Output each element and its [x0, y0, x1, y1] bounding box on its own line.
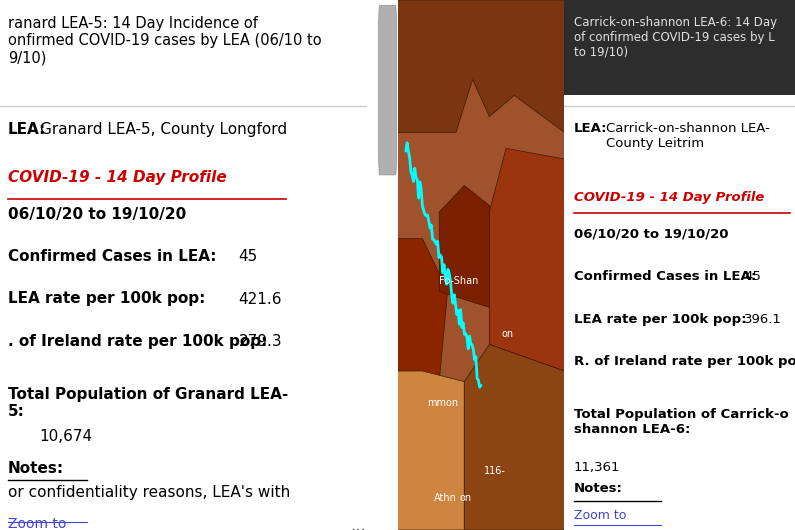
Text: 396.1: 396.1 [744, 313, 782, 326]
Text: Zoom to: Zoom to [8, 517, 66, 530]
Text: 279.3: 279.3 [238, 334, 282, 349]
Polygon shape [398, 0, 564, 132]
Text: 06/10/20 to 19/10/20: 06/10/20 to 19/10/20 [574, 228, 728, 241]
Polygon shape [464, 344, 564, 530]
Text: 06/10/20 to 19/10/20: 06/10/20 to 19/10/20 [8, 207, 186, 222]
FancyBboxPatch shape [378, 5, 397, 175]
Text: on: on [460, 493, 471, 503]
Text: Confirmed Cases in LEA:: Confirmed Cases in LEA: [8, 249, 216, 264]
Text: R. of Ireland rate per 100k po: R. of Ireland rate per 100k po [574, 355, 795, 368]
Text: 45: 45 [744, 270, 761, 284]
Text: or confidentiality reasons, LEA's with: or confidentiality reasons, LEA's with [8, 485, 290, 500]
Text: Confirmed Cases in LEA:: Confirmed Cases in LEA: [574, 270, 756, 284]
Text: 116-: 116- [484, 466, 506, 476]
Text: LEA:: LEA: [8, 122, 46, 137]
Text: ...: ... [350, 517, 366, 530]
Text: COVID-19 - 14 Day Profile: COVID-19 - 14 Day Profile [8, 170, 227, 184]
Text: on: on [501, 329, 513, 339]
Text: LEA:: LEA: [574, 122, 607, 135]
Text: Notes:: Notes: [574, 482, 622, 496]
Text: Fo-Shan: Fo-Shan [439, 276, 479, 286]
Text: LEA rate per 100k pop:: LEA rate per 100k pop: [8, 292, 205, 306]
FancyBboxPatch shape [564, 0, 795, 95]
Text: Total Population of Carrick-o
shannon LEA-6:: Total Population of Carrick-o shannon LE… [574, 408, 789, 436]
Text: 11,361: 11,361 [574, 461, 620, 474]
Text: COVID-19 - 14 Day Profile: COVID-19 - 14 Day Profile [574, 191, 764, 204]
Polygon shape [439, 186, 498, 307]
Polygon shape [489, 148, 564, 371]
Text: mmon: mmon [428, 398, 459, 408]
Polygon shape [398, 238, 448, 382]
Text: Zoom to: Zoom to [574, 509, 626, 522]
Text: Granard LEA-5, County Longford: Granard LEA-5, County Longford [40, 122, 287, 137]
Text: Total Population of Granard LEA-
5:: Total Population of Granard LEA- 5: [8, 387, 289, 419]
Text: Notes:: Notes: [8, 461, 64, 476]
Text: ranard LEA-5: 14 Day Incidence of
onfirmed COVID-19 cases by LEA (06/10 to
9/10): ranard LEA-5: 14 Day Incidence of onfirm… [8, 16, 321, 66]
Text: 45: 45 [238, 249, 258, 264]
Text: Carrick-on-shannon LEA-6: 14 Day
of confirmed COVID-19 cases by L
to 19/10): Carrick-on-shannon LEA-6: 14 Day of conf… [574, 16, 777, 59]
Text: Athn: Athn [434, 493, 457, 503]
Polygon shape [398, 371, 464, 530]
Text: LEA rate per 100k pop:: LEA rate per 100k pop: [574, 313, 747, 326]
Text: 10,674: 10,674 [40, 429, 93, 444]
Text: Carrick-on-shannon LEA-
County Leitrim: Carrick-on-shannon LEA- County Leitrim [606, 122, 770, 150]
Text: 421.6: 421.6 [238, 292, 282, 306]
Text: . of Ireland rate per 100k pop:: . of Ireland rate per 100k pop: [8, 334, 267, 349]
